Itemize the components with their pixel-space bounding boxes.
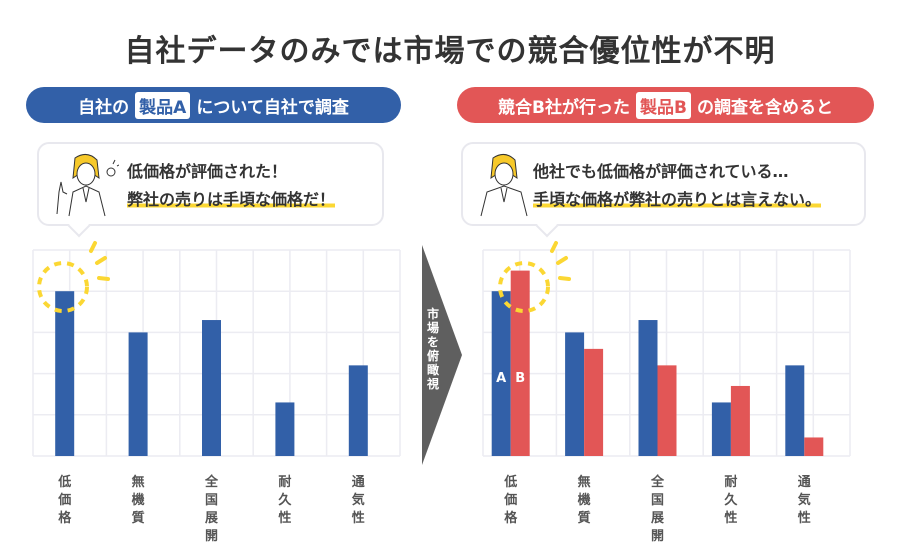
arrow-char: 瞰 xyxy=(426,363,439,377)
x-tick-label: 機 xyxy=(132,492,145,508)
x-tick-label: 展 xyxy=(205,511,219,526)
x-tick-label: 通 xyxy=(352,474,365,490)
x-tick-label: 低 xyxy=(57,474,71,490)
left-header-pill: 自社の 製品A について自社で調査 xyxy=(26,87,401,123)
bubble-line-1: 低価格が評価された！ xyxy=(127,162,288,181)
x-tick-label: 開 xyxy=(651,529,664,544)
x-tick-label: 無 xyxy=(132,474,145,490)
product-tag: 製品A xyxy=(135,91,191,119)
x-tick-label: 格 xyxy=(504,510,518,526)
x-tick-label: 機 xyxy=(578,492,591,508)
x-tick-label: 無 xyxy=(578,474,591,490)
x-tick-label: 国 xyxy=(205,493,218,508)
arrow-char: 場 xyxy=(426,321,439,335)
x-tick-label: 価 xyxy=(503,492,517,508)
arrow-char: 視 xyxy=(426,377,439,391)
bubble-line-2: 弊社の売りは手頃な価格だ！ xyxy=(127,190,336,209)
arrow-label: 市 場 を 俯 瞰 視 xyxy=(425,307,441,391)
x-tick-label: 全 xyxy=(650,474,665,490)
x-tick-label: 全 xyxy=(204,474,219,490)
bar-A-1 xyxy=(565,332,585,456)
bubble-line-2: 手頃な価格が弊社の売りとは言えない。 xyxy=(533,190,822,209)
sparkle-icon xyxy=(550,241,571,281)
person-thinking-icon xyxy=(480,154,528,217)
arrow-char: を xyxy=(426,335,439,349)
x-tick-label: 開 xyxy=(205,529,218,544)
right-speech-bubble: 他社でも低価格が評価されている… 手頃な価格が弊社の売りとは言えない。 xyxy=(461,142,866,238)
page-title: 自社データのみでは市場での競合優位性が不明 xyxy=(124,34,776,69)
series-label: A xyxy=(496,371,506,386)
x-tick-label: 久 xyxy=(724,492,738,508)
bar-B-1 xyxy=(584,348,604,456)
arrow-char: 市 xyxy=(426,307,439,321)
x-tick-label: 格 xyxy=(58,510,72,526)
bar-A-3 xyxy=(711,402,731,456)
arrow-right-icon xyxy=(422,245,462,465)
bar-B-0 xyxy=(510,270,530,456)
x-tick-label: 久 xyxy=(278,492,292,508)
bar-B-4 xyxy=(804,437,824,456)
bar-A-4 xyxy=(348,365,368,456)
x-tick-label: 国 xyxy=(651,493,664,508)
bar-A-3 xyxy=(275,402,295,456)
bar-A-1 xyxy=(128,332,148,456)
person-pointing-icon xyxy=(56,154,119,217)
x-tick-label: 低 xyxy=(503,474,517,490)
x-tick-label: 質 xyxy=(578,510,591,526)
x-tick-label: 性 xyxy=(798,510,811,526)
highlight-circle-icon xyxy=(498,261,550,313)
series-label: B xyxy=(515,371,525,386)
bar-B-2 xyxy=(657,365,677,456)
bar-B-3 xyxy=(730,385,750,456)
highlight-circle-icon xyxy=(37,261,89,313)
bar-A-2 xyxy=(202,320,221,456)
bar-A-0 xyxy=(55,291,75,456)
pill-text: 競合B社が行った xyxy=(498,97,630,118)
x-tick-label: 展 xyxy=(651,511,665,526)
bar-A-2 xyxy=(638,320,658,456)
product-tag: 製品B xyxy=(636,91,691,119)
x-tick-label: 性 xyxy=(724,510,737,526)
x-tick-label: 気 xyxy=(352,492,365,508)
x-tick-label: 性 xyxy=(352,510,365,526)
x-tick-label: 質 xyxy=(132,510,145,526)
pill-text: 自社の xyxy=(78,97,130,118)
bar-A-4 xyxy=(785,365,805,456)
arrow-char: 俯 xyxy=(426,349,439,363)
bar-A-0 xyxy=(491,291,511,456)
x-tick-label: 耐 xyxy=(278,474,291,490)
x-tick-label: 性 xyxy=(278,510,291,526)
x-tick-label: 通 xyxy=(798,474,811,490)
sparkle-icon xyxy=(89,241,110,281)
left-speech-bubble: 低価格が評価された！ 弊社の売りは手頃な価格だ！ xyxy=(37,142,384,238)
x-tick-label: 耐 xyxy=(724,474,737,490)
x-tick-label: 価 xyxy=(57,492,71,508)
bubble-line-1: 他社でも低価格が評価されている… xyxy=(533,162,789,181)
right-header-pill: 競合B社が行った 製品B の調査を含めると xyxy=(457,87,874,123)
pill-text: の調査を含めると xyxy=(696,97,833,118)
pill-text: について自社で調査 xyxy=(196,97,349,118)
x-tick-label: 気 xyxy=(798,492,811,508)
